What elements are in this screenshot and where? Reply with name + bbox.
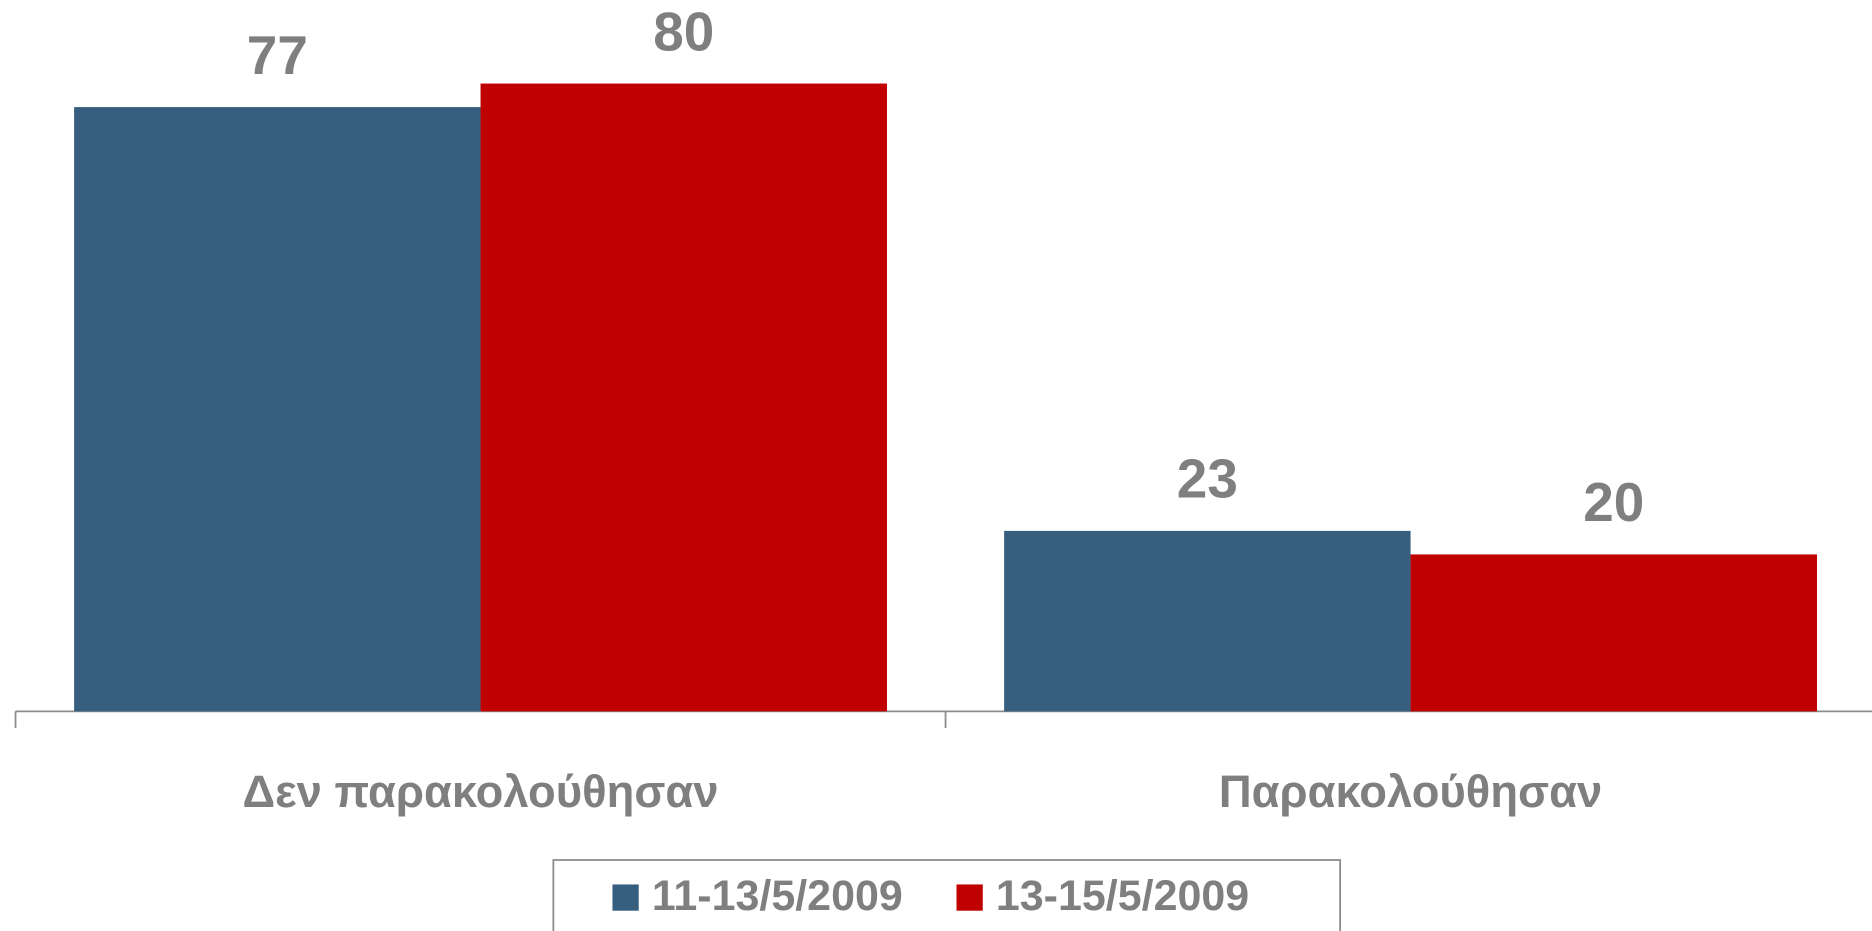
x-tick-label: Παρακολούθησαν bbox=[1219, 766, 1602, 817]
bar bbox=[1004, 530, 1411, 712]
data-label: 20 bbox=[1583, 471, 1644, 533]
data-label: 23 bbox=[1177, 448, 1238, 510]
legend-swatch bbox=[956, 884, 983, 911]
legend-swatch bbox=[612, 884, 639, 911]
data-label: 80 bbox=[653, 0, 714, 62]
data-label: 77 bbox=[247, 24, 308, 86]
x-tick-label: Δεν παρακολούθησαν bbox=[243, 766, 719, 817]
legend-label: 11-13/5/2009 bbox=[652, 872, 903, 920]
bar bbox=[480, 83, 887, 712]
bar bbox=[74, 107, 481, 712]
bar bbox=[1410, 554, 1817, 712]
legend-box bbox=[552, 859, 1342, 931]
legend-label: 13-15/5/2009 bbox=[996, 872, 1249, 920]
